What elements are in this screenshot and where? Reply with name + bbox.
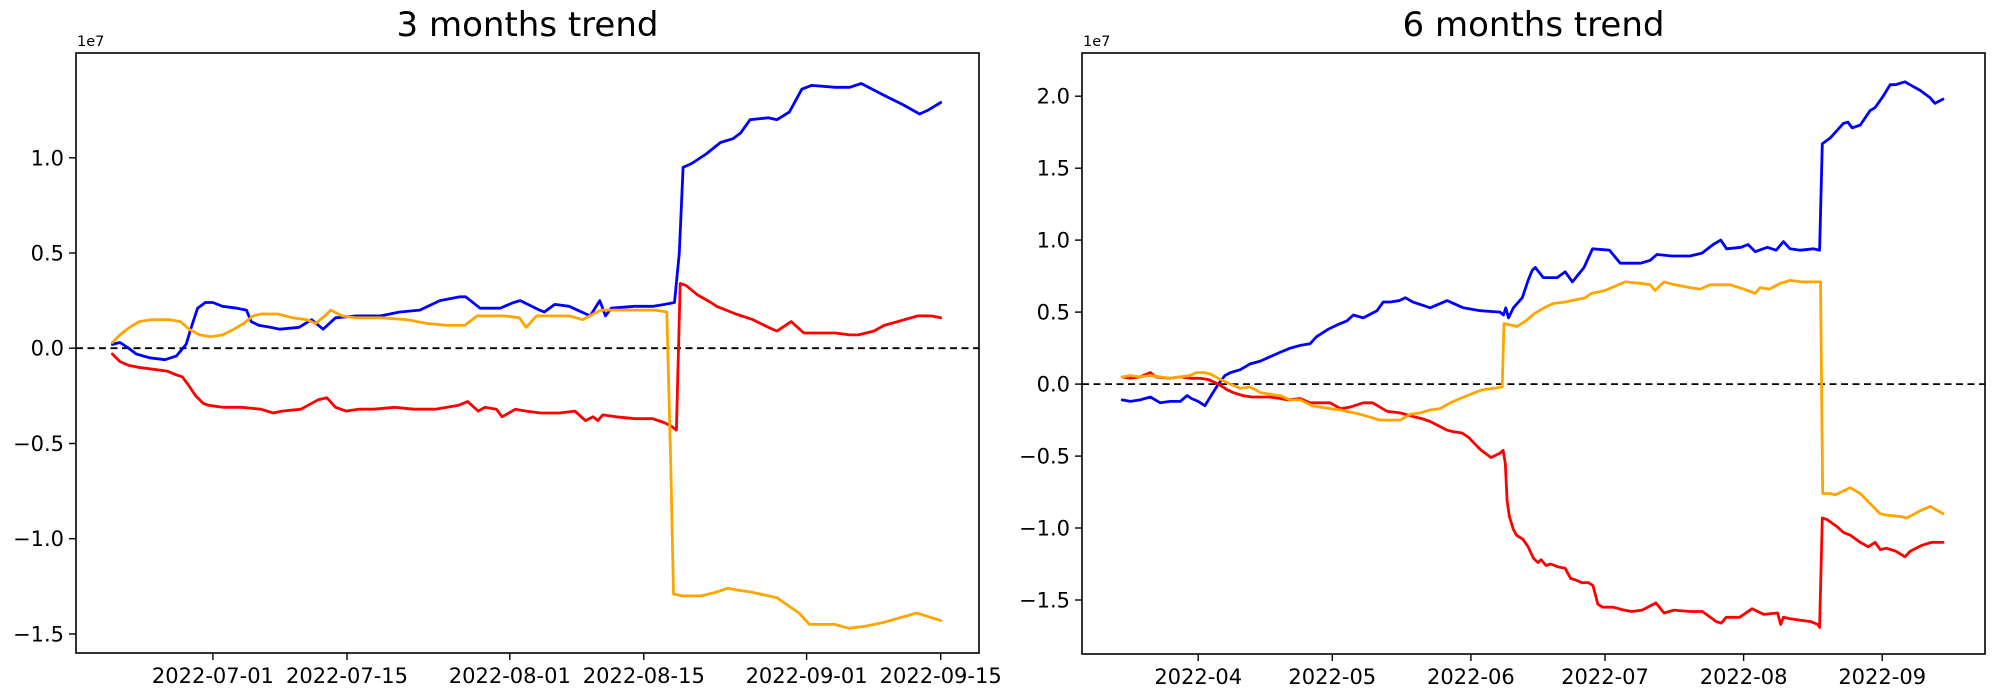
x-tick-label: 2022-09-15 xyxy=(880,664,1002,688)
y-tick-label: 0.0 xyxy=(31,337,64,361)
series-red-line xyxy=(111,282,943,432)
y-tick-label: 1.5 xyxy=(1037,157,1070,181)
y-tick-label: −1.0 xyxy=(1019,517,1070,541)
series-orange-line xyxy=(1120,278,1945,520)
y-tick-label: −1.5 xyxy=(1019,589,1070,613)
chart-panel-1: 2022-07-01 2022-07-15 2022-08-01 2022-08-15… xyxy=(13,34,1002,688)
y-tick-label: 1.0 xyxy=(1037,229,1070,253)
axis-scale-label: 1e7 xyxy=(77,34,104,50)
x-tick-label: 2022-07 xyxy=(1561,665,1649,689)
x-tick-label: 2022-05 xyxy=(1288,665,1376,689)
y-tick-label: 2.0 xyxy=(1037,85,1070,109)
y-tick-label: −1.5 xyxy=(13,623,64,647)
series-blue-line xyxy=(1120,80,1945,408)
x-tick-label: 2022-08-15 xyxy=(583,664,705,688)
y-tick-label: 0.5 xyxy=(31,242,64,266)
series-red-line xyxy=(1120,371,1945,629)
series-blue-line xyxy=(111,82,943,362)
axis-scale-label: 1e7 xyxy=(1083,34,1110,50)
x-tick-label: 2022-08 xyxy=(1700,665,1788,689)
chart-title-6-months: 6 months trend xyxy=(1402,5,1665,45)
y-tick-label: 0.0 xyxy=(1037,373,1070,397)
x-tick-label: 2022-09 xyxy=(1838,665,1926,689)
series-orange-line xyxy=(111,308,943,630)
x-tick-label: 2022-07-15 xyxy=(286,664,408,688)
x-tick-label: 2022-09-01 xyxy=(746,664,868,688)
y-tick-label: 0.5 xyxy=(1037,301,1070,325)
x-tick-label: 2022-04 xyxy=(1154,665,1242,689)
y-tick-label: −0.5 xyxy=(13,432,64,456)
chart-panel-2: 2022-04 2022-05 2022-06 2022-07 2022-08 2022-… xyxy=(1019,34,1986,689)
x-tick-label: 2022-07-01 xyxy=(152,664,274,688)
plot-border xyxy=(75,52,980,654)
plot-border xyxy=(1081,52,1986,655)
y-tick-label: 1.0 xyxy=(31,146,64,170)
y-tick-label: −0.5 xyxy=(1019,445,1070,469)
x-tick-label: 2022-08-01 xyxy=(449,664,571,688)
x-tick-label: 2022-06 xyxy=(1427,665,1515,689)
chart-title-3-months: 3 months trend xyxy=(396,5,659,45)
y-tick-label: −1.0 xyxy=(13,527,64,551)
